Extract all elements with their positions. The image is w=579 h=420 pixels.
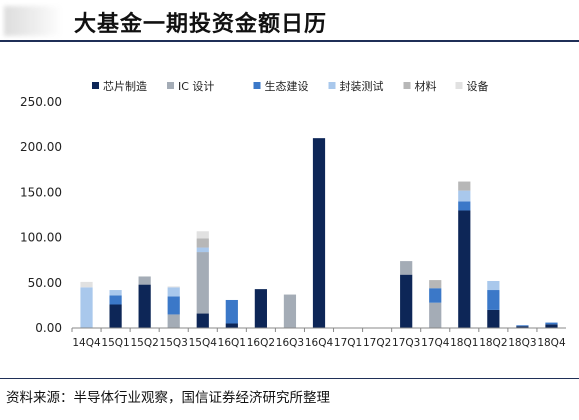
bar-15Q3-5 xyxy=(167,286,180,288)
y-tick-label-4: 200.00 xyxy=(20,140,62,154)
bar-15Q2-0 xyxy=(138,284,151,328)
x-tick-label-18Q2: 18Q2 xyxy=(479,337,507,349)
bar-14Q4-5 xyxy=(80,281,93,288)
bar-15Q2-1 xyxy=(138,276,151,285)
x-tick-label-14Q4: 14Q4 xyxy=(72,337,101,349)
bar-17Q3-0 xyxy=(400,274,413,328)
bar-15Q1-0 xyxy=(109,304,122,328)
bar-17Q4-1 xyxy=(429,302,442,328)
bar-17Q4-2 xyxy=(429,288,442,303)
source-note: 资料来源：半导体行业观察，国信证券经济研究所整理 xyxy=(6,390,330,406)
legend-swatch-0 xyxy=(92,82,99,89)
bar-18Q2-0 xyxy=(487,309,500,328)
blurred-logo xyxy=(4,6,62,36)
y-tick-label-3: 150.00 xyxy=(20,185,62,199)
bar-18Q3-2 xyxy=(516,325,529,327)
chart-legend: 芯片制造 IC 设计 生态建设 封装测试 材料 设备 xyxy=(92,79,489,93)
legend-swatch-3 xyxy=(328,82,336,89)
y-tick-label-0: 0.00 xyxy=(35,321,62,335)
bar-18Q1-0 xyxy=(458,210,471,328)
bar-16Q3-1 xyxy=(283,294,297,328)
bar-15Q4-3 xyxy=(196,247,209,253)
bar-18Q3-0 xyxy=(516,326,529,328)
x-tick-label-15Q2: 15Q2 xyxy=(130,337,158,349)
bar-16Q1-2 xyxy=(225,299,238,324)
bar-15Q1-3 xyxy=(109,290,122,296)
legend-label-2: 生态建设 xyxy=(265,79,309,93)
bar-15Q3-2 xyxy=(167,296,180,315)
legend-swatch-5 xyxy=(455,82,463,89)
legend-label-5: 设备 xyxy=(467,79,489,93)
bar-16Q1-0 xyxy=(225,323,238,328)
x-tick-label-17Q2: 17Q2 xyxy=(363,337,391,349)
legend-swatch-4 xyxy=(403,82,411,89)
y-tick-label-1: 50.00 xyxy=(28,276,62,290)
bar-18Q4-0 xyxy=(545,324,558,328)
bar-14Q4-3 xyxy=(80,287,93,328)
bar-17Q4-4 xyxy=(429,280,442,289)
y-axis: 0.00 50.00 100.00 150.00 200.00 250.00 xyxy=(20,95,62,335)
page-title: 大基金一期投资金额日历 xyxy=(74,11,328,37)
title-divider xyxy=(0,40,579,42)
chart-container: 芯片制造 IC 设计 生态建设 封装测试 材料 设备 0.00 50.00 100.00 150… xyxy=(0,42,579,372)
legend-label-3: 封装测试 xyxy=(340,79,384,93)
bar-18Q2-2 xyxy=(487,290,500,310)
bar-17Q3-1 xyxy=(400,261,413,275)
bar-15Q1-2 xyxy=(109,295,122,305)
bar-16Q4-0 xyxy=(312,138,326,328)
x-tick-label-15Q1: 15Q1 xyxy=(101,337,129,349)
x-tick-label-15Q4: 15Q4 xyxy=(189,337,218,349)
x-tick-label-18Q1: 18Q1 xyxy=(450,337,478,349)
footer-divider xyxy=(0,378,579,379)
x-tick-label-17Q4: 17Q4 xyxy=(421,337,450,349)
x-tick-label-16Q1: 16Q1 xyxy=(218,337,246,349)
bar-18Q1-2 xyxy=(458,201,471,211)
y-tick-label-5: 250.00 xyxy=(20,95,62,109)
legend-swatch-2 xyxy=(253,82,261,89)
bar-15Q3-3 xyxy=(167,287,180,297)
stacked-bar-chart: 芯片制造 IC 设计 生态建设 封装测试 材料 设备 0.00 50.00 100.00 150… xyxy=(20,79,566,349)
bar-18Q1-4 xyxy=(458,181,471,191)
legend-label-0: 芯片制造 xyxy=(103,79,147,93)
x-tick-label-15Q3: 15Q3 xyxy=(160,337,188,349)
x-axis: 14Q4 15Q1 15Q2 15Q3 15Q4 16Q1 16Q2 16Q3 16Q4 17Q1… xyxy=(71,327,566,349)
x-tick-label-16Q3: 16Q3 xyxy=(276,337,304,349)
x-tick-label-16Q4: 16Q4 xyxy=(305,337,334,349)
x-tick-label-18Q4: 18Q4 xyxy=(537,337,566,349)
x-tick-label-18Q3: 18Q3 xyxy=(508,337,536,349)
legend-label-1: IC 设计 xyxy=(178,80,214,93)
legend-label-4: 材料 xyxy=(415,79,437,93)
bar-15Q4-1 xyxy=(196,252,209,314)
bar-15Q4-5 xyxy=(196,231,209,239)
legend-swatch-1 xyxy=(167,82,174,89)
bar-15Q4-4 xyxy=(196,238,209,248)
x-tick-label-17Q1: 17Q1 xyxy=(334,337,362,349)
bar-15Q3-1 xyxy=(167,314,180,328)
bar-16Q2-0 xyxy=(254,289,267,328)
x-tick-label-16Q2: 16Q2 xyxy=(247,337,275,349)
bar-15Q4-0 xyxy=(196,313,209,328)
bar-18Q1-3 xyxy=(458,190,471,202)
bar-18Q4-2 xyxy=(545,322,558,325)
y-tick-label-2: 100.00 xyxy=(20,231,62,245)
bar-18Q2-3 xyxy=(487,280,500,291)
x-tick-label-17Q3: 17Q3 xyxy=(392,337,420,349)
bar-series-group xyxy=(80,138,558,328)
